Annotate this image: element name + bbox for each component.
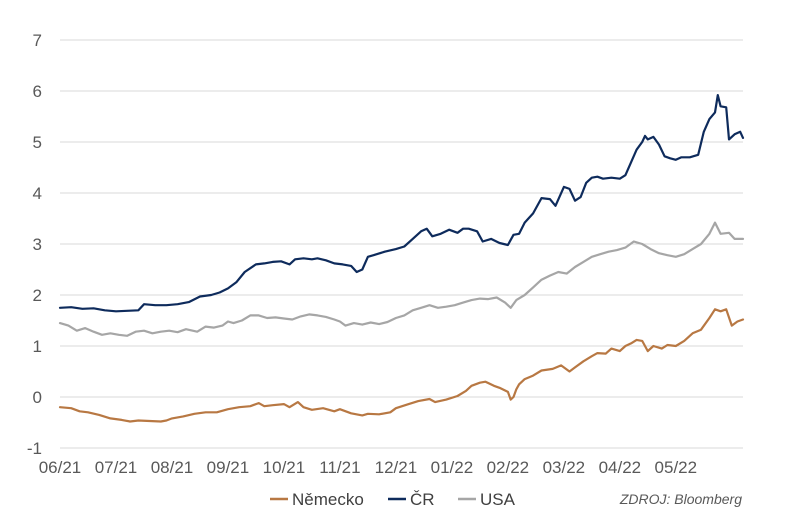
x-tick-label: 07/21 [95,458,138,477]
x-tick-label: 10/21 [263,458,306,477]
gridlines [60,39,743,449]
y-tick-label: 6 [33,82,42,101]
y-tick-label: 7 [33,31,42,50]
legend-label: ČR [410,490,435,509]
y-tick-label: 1 [33,337,42,356]
series-line [58,308,745,423]
legend: Německo ČR USA [270,490,516,509]
x-tick-label: 04/22 [599,458,642,477]
x-tick-label: 11/21 [319,458,360,477]
x-tick-label: 09/21 [207,458,250,477]
series-line [58,221,745,337]
x-tick-label: 08/21 [151,458,194,477]
x-tick-label: 05/22 [655,458,698,477]
y-tick-label: -1 [27,439,42,458]
y-tick-label: 2 [33,286,42,305]
x-tick-label: 02/22 [487,458,530,477]
x-tick-label: 06/21 [39,458,82,477]
y-tick-label: 5 [33,133,42,152]
y-axis-labels: -1 0 1 2 3 4 5 6 7 [27,31,42,458]
y-tick-label: 0 [33,388,42,407]
source-note: ZDROJ: Bloomberg [619,491,742,507]
x-axis-labels: 06/21 07/21 08/21 09/21 10/21 11/21 12/21 01/22… [39,458,697,477]
legend-label: Německo [292,490,364,509]
x-tick-label: 01/22 [431,458,474,477]
x-tick-label: 12/21 [375,458,418,477]
series-line [58,94,745,313]
y-tick-label: 4 [33,184,42,203]
series-lines [58,94,745,423]
x-tick-label: 03/22 [543,458,586,477]
legend-label: USA [480,490,516,509]
y-tick-label: 3 [33,235,42,254]
